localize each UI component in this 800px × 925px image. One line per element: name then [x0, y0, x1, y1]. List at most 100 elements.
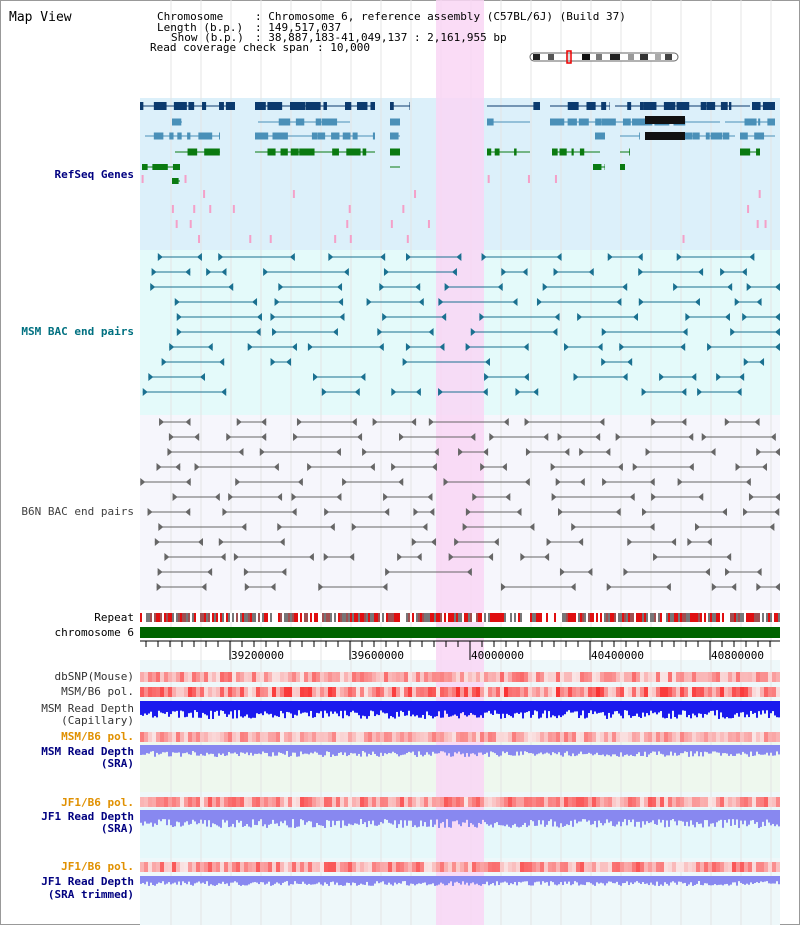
msm-pol-cell [144, 687, 148, 697]
refseq-genes-label[interactable]: RefSeq Genes [54, 168, 134, 181]
msm-depth-capillary-bar [670, 701, 672, 719]
msm-depth-capillary-bar [250, 701, 252, 719]
jf1-pol-cell [280, 797, 284, 807]
jf1-pol-cell [768, 797, 772, 807]
repeat-mark [474, 613, 476, 622]
msm-bac-label[interactable]: MSM BAC end pairs [21, 325, 134, 338]
msm-depth-capillary-bar [174, 701, 176, 712]
msm-pol-cell [732, 687, 736, 697]
msm-pol-2-cell [592, 732, 596, 742]
jf1-pol-cell [632, 797, 636, 807]
msm-depth-sra-bar [520, 745, 522, 752]
msm-pol-2-cell [620, 732, 624, 742]
repeat-mark [622, 613, 624, 622]
repeat-mark [238, 613, 240, 622]
repeat-mark [484, 613, 486, 622]
repeat-mark [412, 613, 414, 622]
dbsnp-cell [492, 672, 496, 682]
msm-depth-capillary-bar [236, 701, 238, 719]
jf1-pol-2-cell [188, 862, 192, 872]
msm-depth-sra-bar [206, 745, 208, 753]
msm-depth-sra-bar [326, 745, 328, 752]
msm-depth-capillary-bar [202, 701, 204, 713]
jf1-pol-2-cell [548, 862, 552, 872]
jf1-pol-2-cell [316, 862, 320, 872]
repeat-mark [636, 613, 638, 622]
gene-marker [269, 235, 272, 243]
chromosome-key: Chromosome [157, 10, 224, 23]
dbsnp-cell [384, 672, 388, 682]
jf1-pol-2-cell [604, 862, 608, 872]
jf1-pol-2-cell [312, 862, 316, 872]
msm-pol-cell [240, 687, 244, 697]
msm-pol-2-cell [560, 732, 564, 742]
msm-bac-pair-end [441, 313, 447, 321]
msm-depth-capillary-bar [490, 701, 492, 714]
dbsnp-cell [316, 672, 320, 682]
b6n-bac-pair-end [172, 493, 178, 501]
b6n-bac-pair-end [735, 463, 741, 471]
b6n-bac-pair-end [185, 508, 191, 516]
msm-depth-sra-bar [726, 745, 728, 754]
jf1-depth-sra-bar [470, 810, 472, 824]
msm-pol-2-cell [692, 732, 696, 742]
dbsnp-cell [244, 672, 248, 682]
b6n-bac-pair-end [329, 523, 335, 531]
jf1-pol-cell [252, 797, 256, 807]
msm-pol-cell [768, 687, 772, 697]
dbsnp-cell [400, 672, 404, 682]
jf1-depth-trim-bar [552, 876, 554, 883]
msm-depth-capillary-bar [366, 701, 368, 719]
jf1-pol-2-cell [220, 862, 224, 872]
jf1-pol-2-cell [536, 862, 540, 872]
gene-marker [346, 220, 349, 228]
repeat-mark [530, 613, 532, 622]
msm-depth-sra-bar [610, 745, 612, 757]
repeat-mark [574, 613, 576, 622]
gene-exon [187, 148, 198, 156]
msm-depth-sra-bar [336, 745, 338, 756]
jf1-depth-sra-bar [658, 810, 660, 820]
msm-depth-sra-bar [320, 745, 322, 755]
msm-depth-sra-bar [744, 745, 746, 754]
jf1-depth-sra-bar [574, 810, 576, 820]
jf1-depth-trim-bar [168, 876, 170, 883]
msm-pol-cell [584, 687, 588, 697]
jf1-depth-sra-bar [152, 810, 154, 827]
msm-depth-capillary-bar [234, 701, 236, 711]
jf1-depth-sra-bar [218, 810, 220, 827]
b6n-bac-label[interactable]: B6N BAC end pairs [21, 505, 134, 518]
msm-pol-2-cell [188, 732, 192, 742]
repeat-mark [240, 613, 242, 622]
msm-depth-capillary-bar [466, 701, 468, 717]
repeat-mark [348, 613, 350, 622]
msm-depth-sra-bar [288, 745, 290, 757]
repeat-mark [676, 613, 678, 622]
msm-depth-capillary-bar [170, 701, 172, 715]
gene-exon [321, 118, 338, 126]
msm-depth-sra-bar [280, 745, 282, 753]
gene-exon [643, 102, 657, 110]
b6n-bac-pair-end [602, 478, 608, 486]
b6n-bac-pair-end [649, 523, 655, 531]
jf1-pol-2-cell [692, 862, 696, 872]
msm-depth-capillary-bar [626, 701, 628, 711]
jf1-depth-trim-bar [290, 876, 292, 885]
msm-bac-pair-end [523, 343, 529, 351]
msm-pol-2-cell [392, 732, 396, 742]
msm-depth-capillary-bar [404, 701, 406, 716]
jf1-pol-cell [420, 797, 424, 807]
jf1-pol-cell [592, 797, 596, 807]
msm-depth-sra-bar [686, 745, 688, 753]
dbsnp-cell [596, 672, 600, 682]
jf1-pol-cell [464, 797, 468, 807]
dbsnp-cell [324, 672, 328, 682]
msm-depth-capillary-bar [702, 701, 704, 718]
msm-depth-sra-bar [372, 745, 374, 752]
repeat-mark [380, 613, 382, 622]
jf1-pol-cell [288, 797, 292, 807]
scale-tick-label: 39200000 [231, 649, 284, 662]
msm-bac-pair-end [556, 253, 562, 261]
msm-depth-sra-bar [148, 745, 150, 754]
